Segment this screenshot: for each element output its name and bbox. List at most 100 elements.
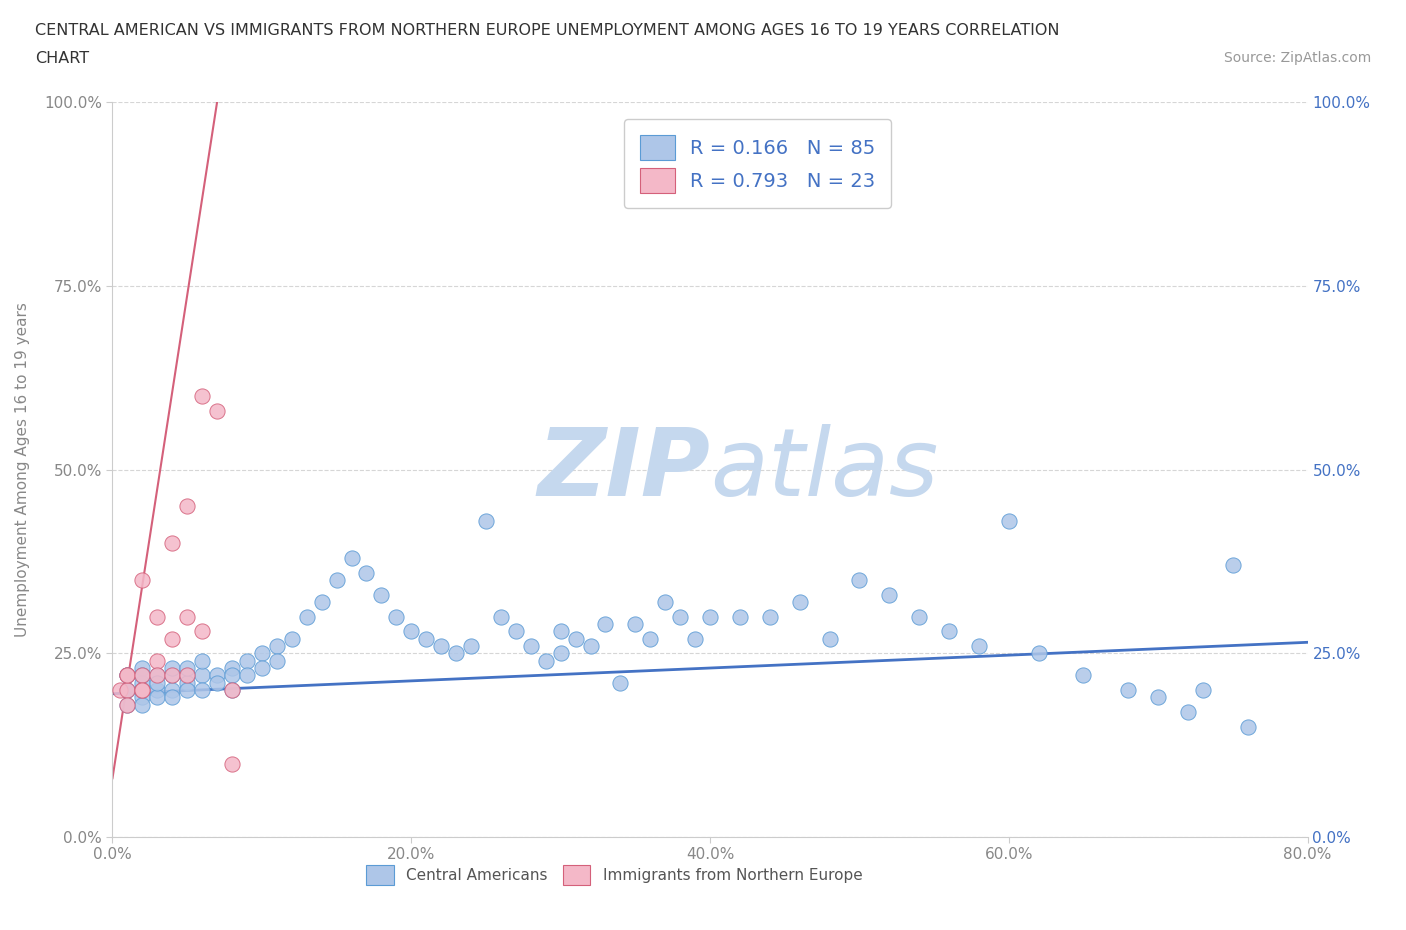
Point	[117, 698, 139, 712]
Point	[146, 653, 169, 668]
Point	[146, 668, 169, 683]
Point	[579, 639, 602, 654]
Point	[131, 573, 153, 588]
Point	[146, 609, 169, 624]
Point	[534, 653, 557, 668]
Point	[191, 624, 214, 639]
Point	[401, 624, 423, 639]
Point	[356, 565, 378, 580]
Point	[205, 675, 228, 690]
Point	[340, 551, 363, 565]
Point	[669, 609, 692, 624]
Point	[460, 639, 482, 654]
Point	[624, 617, 647, 631]
Point	[236, 653, 259, 668]
Point	[131, 683, 153, 698]
Point	[370, 587, 392, 602]
Point	[998, 513, 1021, 528]
Point	[162, 631, 183, 646]
Point	[550, 646, 572, 661]
Point	[1073, 668, 1095, 683]
Point	[609, 675, 631, 690]
Point	[789, 594, 811, 609]
Point	[475, 513, 498, 528]
Point	[117, 698, 139, 712]
Point	[489, 609, 512, 624]
Point	[281, 631, 304, 646]
Point	[131, 683, 153, 698]
Point	[325, 573, 347, 588]
Point	[938, 624, 960, 639]
Point	[176, 683, 198, 698]
Point	[818, 631, 841, 646]
Point	[205, 668, 228, 683]
Point	[266, 639, 288, 654]
Point	[117, 668, 139, 683]
Point	[146, 683, 169, 698]
Point	[162, 660, 183, 675]
Point	[131, 668, 153, 683]
Point	[176, 609, 198, 624]
Point	[908, 609, 931, 624]
Point	[221, 660, 243, 675]
Point	[640, 631, 662, 646]
Point	[221, 756, 243, 771]
Text: CHART: CHART	[35, 51, 89, 66]
Point	[117, 668, 139, 683]
Point	[146, 690, 169, 705]
Point	[266, 653, 288, 668]
Point	[683, 631, 706, 646]
Point	[108, 683, 131, 698]
Point	[221, 683, 243, 698]
Point	[162, 668, 183, 683]
Point	[131, 683, 153, 698]
Point	[176, 668, 198, 683]
Point	[1147, 690, 1170, 705]
Point	[564, 631, 586, 646]
Point	[415, 631, 437, 646]
Point	[728, 609, 751, 624]
Point	[295, 609, 318, 624]
Legend: Central Americans, Immigrants from Northern Europe: Central Americans, Immigrants from North…	[356, 855, 873, 896]
Point	[162, 690, 183, 705]
Text: Source: ZipAtlas.com: Source: ZipAtlas.com	[1223, 51, 1371, 65]
Point	[250, 660, 273, 675]
Point	[131, 690, 153, 705]
Point	[176, 675, 198, 690]
Point	[191, 683, 214, 698]
Point	[444, 646, 467, 661]
Point	[162, 668, 183, 683]
Point	[848, 573, 870, 588]
Point	[131, 675, 153, 690]
Point	[250, 646, 273, 661]
Point	[191, 389, 214, 404]
Point	[117, 683, 139, 698]
Point	[131, 660, 153, 675]
Point	[221, 668, 243, 683]
Point	[236, 668, 259, 683]
Point	[131, 668, 153, 683]
Text: CENTRAL AMERICAN VS IMMIGRANTS FROM NORTHERN EUROPE UNEMPLOYMENT AMONG AGES 16 T: CENTRAL AMERICAN VS IMMIGRANTS FROM NORT…	[35, 23, 1060, 38]
Point	[385, 609, 408, 624]
Text: ZIP: ZIP	[537, 424, 710, 515]
Point	[1177, 705, 1199, 720]
Point	[550, 624, 572, 639]
Point	[879, 587, 901, 602]
Point	[146, 675, 169, 690]
Point	[191, 668, 214, 683]
Point	[1222, 558, 1244, 573]
Point	[146, 668, 169, 683]
Point	[176, 498, 198, 513]
Point	[505, 624, 527, 639]
Point	[221, 683, 243, 698]
Point	[205, 404, 228, 418]
Point	[520, 639, 543, 654]
Point	[430, 639, 453, 654]
Point	[699, 609, 721, 624]
Text: atlas: atlas	[710, 424, 938, 515]
Point	[191, 653, 214, 668]
Point	[162, 683, 183, 698]
Point	[117, 668, 139, 683]
Point	[117, 683, 139, 698]
Point	[117, 668, 139, 683]
